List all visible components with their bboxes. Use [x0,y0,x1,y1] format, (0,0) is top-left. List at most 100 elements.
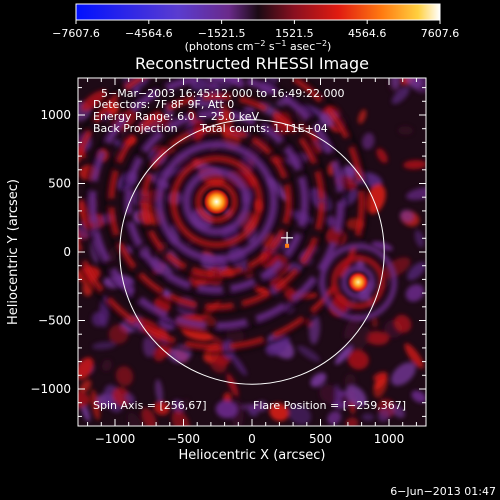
y-tick-label: 500 [48,176,71,190]
annotation-energy: Energy Range: 6.0 − 25.0 keV [93,110,260,123]
colorbar-tick-label: 4564.6 [348,27,387,40]
artifact-blob [101,359,112,372]
artifact-blob [215,400,238,419]
ring-gap [152,137,281,266]
annotation-counts: Total counts: 1.11E+04 [199,122,328,135]
colorbar-tick-label: 7607.6 [421,27,460,40]
ring-gap [121,106,312,297]
annotation-time-range: 5−Mar−2003 16:45:12.000 to 16:49:22.000 [101,87,345,100]
artifact-blob [324,215,338,227]
artifact-blob [153,347,166,362]
x-tick-label: −1000 [95,432,136,446]
ring-artifact [341,265,376,300]
artifact-blob [406,187,426,201]
artifact-blob [131,320,146,334]
artifact-blob [297,345,321,362]
artifact-blob [124,392,136,405]
artifact-blob [345,385,367,408]
artifact-blob [340,189,359,207]
ring-artifact [89,78,344,330]
artifact-blob [404,343,424,369]
artifact-blob [371,316,378,328]
colorbar-tick-label: −4564.6 [125,27,173,40]
artifact-blob [319,384,339,404]
artifact-blob [309,314,321,345]
y-axis-label: Heliocentric Y (arcsec) [6,179,21,325]
y-tick-label: 0 [63,245,71,259]
artifact-blob [327,411,342,425]
ring-gap [78,78,369,354]
y-tick-label: −1000 [30,382,71,396]
ring-artifact [125,110,309,294]
artifact-blob [79,379,92,394]
artifact-blob [405,284,425,302]
artifact-blob [171,410,190,426]
annotation-spin-axis: Spin Axis = [256,67] [93,399,207,412]
artifact-blob [82,277,94,297]
ring-gap [85,78,348,333]
artifact-blob [269,402,289,422]
artifact-blob [288,404,312,426]
artifact-blob [391,404,405,419]
artifact-blob [162,289,173,298]
artifact-blob [414,230,425,248]
artifact-blob [127,412,141,426]
ring-artifact [142,127,292,277]
artifact-blob [397,126,414,135]
artifact-blob [212,78,235,91]
artifact-blob [407,261,426,281]
artifact-blob [391,86,410,105]
artifact-blob [115,366,134,387]
annotation-method: Back Projection [93,122,178,135]
artifact-blob [344,373,356,389]
artifact-blob [362,132,375,150]
solar-limb [119,119,385,385]
artifact-blob [373,371,388,381]
annotation-detectors: Detectors: 7F 8F 9F, Att 0 [93,98,234,111]
ring-artifact [171,156,263,248]
image-area [78,78,426,426]
artifact-blob [412,78,426,93]
ring-gap [104,89,329,314]
ring-gap [137,122,296,281]
artifact-blob [155,379,163,403]
artifact-blob [99,295,110,328]
ring-gap [166,151,267,252]
artifact-blob [265,334,290,356]
artifact-blob [347,349,369,370]
artifact-blob [358,172,383,188]
annotation-flare-position: Flare Position = [−259,367] [253,399,406,412]
artifact-blob [308,187,332,212]
ring-artifacts [78,78,398,354]
artifact-blob [112,138,127,150]
artifact-blob [399,209,414,223]
artifact-blob [382,257,411,279]
x-axis-label: Heliocentric X (arcsec) [179,448,326,463]
colorbar-tick-label: −7607.6 [52,27,100,40]
artifact-blob [230,353,247,376]
artifact-blob [365,331,390,346]
ring-artifact [196,181,238,223]
artifact-blob [81,90,107,112]
artifact-blob [141,407,157,426]
artifact-blob [403,160,426,170]
artifact-blob [391,362,416,386]
ring-gap [191,176,242,227]
artifact-blob [377,408,391,422]
flare-sources [203,188,370,294]
artifact-blob [78,357,94,380]
ring-artifact [183,168,251,236]
artifact-blob [90,389,101,421]
x-tick-label: −500 [167,432,200,446]
colorbar-unit: (photons cm−2 s−1 asec−2) [185,39,332,53]
axis-ticks: −1000 −500 0 500 1000 −1000 −500 0 500 1000 [30,78,426,446]
artifact-blob [107,244,123,258]
artifact-blob [358,109,367,124]
artifact-blob [208,333,228,351]
ring-artifact [109,94,325,310]
artifact-blob [153,401,170,416]
artifact-blob [365,184,386,214]
colorbar-tick-label: 1521.5 [275,27,314,40]
artifact-blob [240,403,265,411]
ring-artifact [156,141,278,263]
